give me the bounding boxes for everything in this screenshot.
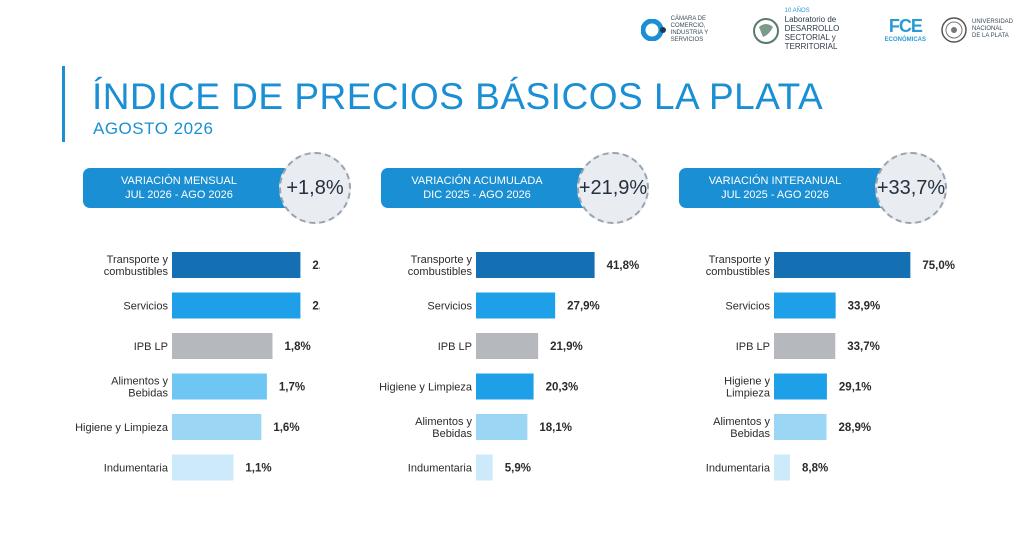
bar (774, 292, 836, 319)
banner-interanual-title: VARIACIÓN INTERANUAL (708, 175, 842, 187)
unlp-logo: UNIVERSIDAD NACIONAL DE LA PLATA (940, 16, 1014, 44)
value-label: 1,7% (279, 382, 305, 394)
category-label: Higiene y Limpieza (724, 376, 771, 400)
value-label: 8,8% (802, 463, 828, 475)
banner-mensual-title: VARIACIÓN MENSUAL (121, 175, 237, 187)
bar (476, 252, 595, 278)
bar (172, 373, 267, 400)
value-label: 41,8% (607, 260, 640, 272)
page-title: ÍNDICE DE PRECIOS BÁSICOS LA PLATA (92, 76, 824, 117)
value-label: 5,9% (505, 463, 531, 475)
bar (774, 373, 827, 400)
camara-icon (640, 18, 666, 41)
headline-interanual: +33,7% (875, 152, 947, 224)
value-label: 2,3% (312, 260, 320, 272)
bar (476, 292, 556, 319)
category-label: Indumentaria (104, 463, 169, 475)
value-label: 2,3% (312, 301, 320, 313)
lab-badge: 10 AÑOS (784, 8, 810, 14)
category-label: IPB LP (438, 341, 472, 353)
fce-logo: FCE ECONÓMICAS (885, 16, 926, 44)
value-label: 33,9% (848, 301, 881, 313)
bar (476, 373, 534, 400)
bar (774, 414, 827, 440)
bar (774, 252, 911, 278)
fce-logo-text: FCE (888, 15, 923, 36)
category-label: Transporte y combustibles (706, 254, 771, 278)
category-label: Transporte y combustibles (104, 254, 169, 278)
bar (172, 292, 301, 319)
camara-logo: CÁMARA DE COMERCIO, INDUSTRIA Y SERVICIO… (640, 15, 737, 44)
bar (172, 252, 301, 278)
unlp-logo-text: UNIVERSIDAD NACIONAL DE LA PLATA (972, 19, 1014, 39)
value-label: 21,9% (550, 341, 583, 353)
bar (476, 414, 528, 440)
bar (172, 414, 262, 440)
banner-acumulada-period: DIC 2025 - AGO 2026 (423, 189, 531, 201)
headline-acumulada: +21,9% (577, 152, 649, 224)
category-label: IPB LP (134, 341, 168, 353)
bar (774, 454, 790, 481)
banner-interanual-period: JUL 2025 - AGO 2026 (721, 189, 829, 201)
page-subtitle: AGOSTO 2026 (93, 119, 214, 138)
chart-acumulada: Transporte y combustibles 41,8% Servicios 27… (379, 252, 640, 481)
bar (774, 333, 836, 359)
category-label: Higiene y Limpieza (75, 422, 169, 434)
bar (172, 333, 273, 359)
fce-logo-sub: ECONÓMICAS (884, 36, 926, 43)
lab-logo-text: Laboratorio de DESARROLLO SECTORIAL y TE… (784, 15, 840, 51)
panel-interanual: VARIACIÓN INTERANUAL JUL 2025 - AGO 2026… (679, 150, 969, 490)
category-label: Alimentos y Bebidas (713, 416, 770, 440)
category-label: Servicios (427, 301, 472, 313)
category-label: Indumentaria (706, 463, 771, 475)
title-accent-bar (62, 66, 65, 142)
banner-acumulada: VARIACIÓN ACUMULADA DIC 2025 - AGO 2026 (381, 168, 601, 208)
value-label: 28,9% (839, 422, 872, 434)
category-label: IPB LP (736, 341, 770, 353)
lab-logo: 10 AÑOS Laboratorio de DESARROLLO SECTOR… (751, 8, 871, 51)
globe-icon (752, 17, 779, 44)
seal-icon (941, 16, 967, 43)
bar (476, 454, 493, 481)
banner-mensual: VARIACIÓN MENSUAL JUL 2026 - AGO 2026 (83, 168, 303, 208)
value-label: 1,6% (273, 422, 299, 434)
category-label: Servicios (123, 301, 168, 313)
category-label: Alimentos y Bebidas (111, 376, 168, 400)
value-label: 20,3% (546, 382, 579, 394)
logo-strip: CÁMARA DE COMERCIO, INDUSTRIA Y SERVICIO… (640, 8, 1014, 51)
value-label: 18,1% (539, 422, 572, 434)
value-label: 1,1% (245, 463, 271, 475)
category-label: Servicios (725, 301, 770, 313)
camara-logo-text: CÁMARA DE COMERCIO, INDUSTRIA Y SERVICIO… (670, 15, 709, 43)
value-label: 75,0% (922, 260, 955, 272)
category-label: Alimentos y Bebidas (415, 416, 472, 440)
category-label: Indumentaria (408, 463, 473, 475)
value-label: 27,9% (567, 301, 600, 313)
category-label: Higiene y Limpieza (379, 382, 473, 394)
category-label: Transporte y combustibles (408, 254, 473, 278)
bar (476, 333, 539, 359)
banner-mensual-period: JUL 2026 - AGO 2026 (125, 189, 233, 201)
value-label: 33,7% (847, 341, 880, 353)
banner-interanual: VARIACIÓN INTERANUAL JUL 2025 - AGO 2026 (679, 168, 899, 208)
panel-mensual: VARIACIÓN MENSUAL JUL 2026 - AGO 2026 +1… (83, 150, 373, 490)
chart-interanual: Transporte y combustibles 75,0% Servicios 33… (706, 252, 955, 481)
value-label: 29,1% (839, 382, 872, 394)
bar (172, 454, 234, 481)
value-label: 1,8% (285, 341, 311, 353)
panel-acumulada: VARIACIÓN ACUMULADA DIC 2025 - AGO 2026 … (381, 150, 671, 490)
headline-mensual: +1,8% (279, 152, 351, 224)
banner-acumulada-title: VARIACIÓN ACUMULADA (411, 175, 543, 187)
